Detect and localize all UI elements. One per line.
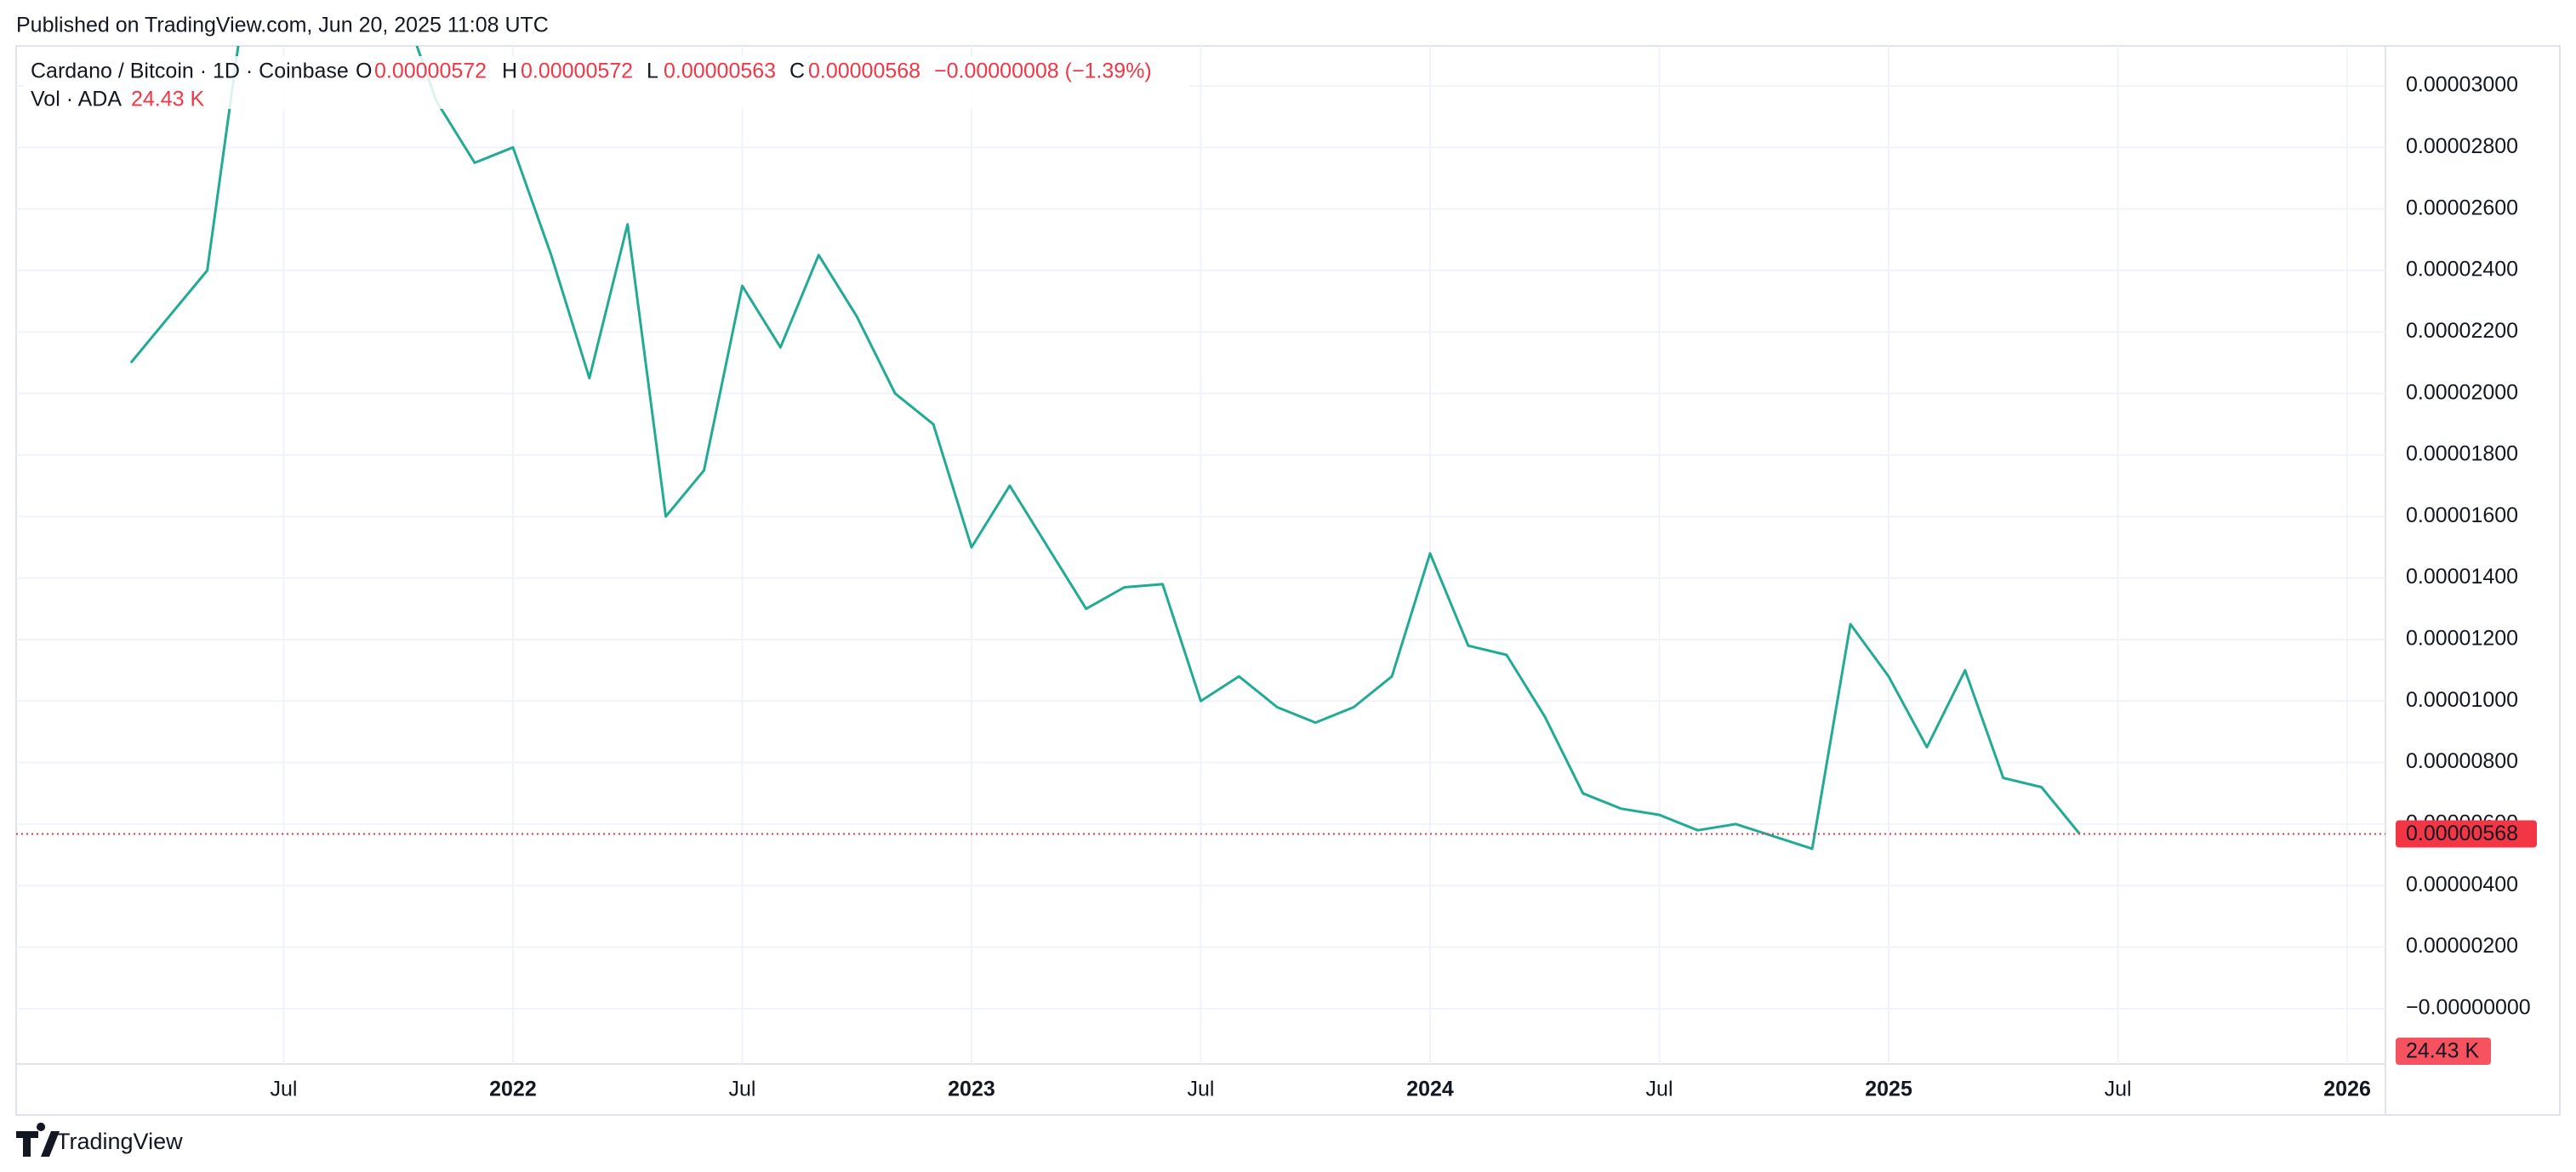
y-tick-label: 0.00002800: [2406, 134, 2518, 158]
logo: [16, 1123, 60, 1157]
y-tick-label: 0.00001800: [2406, 442, 2518, 466]
o-label: O: [356, 60, 372, 83]
published: Published on TradingView.com, Jun 20, 20…: [16, 14, 549, 37]
y-tick-label: 0.00002000: [2406, 380, 2518, 404]
grid: [16, 46, 2385, 1064]
h-label: H: [502, 60, 517, 83]
brand: TradingView: [56, 1129, 183, 1154]
y-tick-label: 0.00001000: [2406, 688, 2518, 712]
axis-labels: −0.000000000.000002000.000004000.0000060…: [270, 73, 2537, 1101]
last-price-box: [2396, 820, 2537, 848]
x-tick-label: Jul: [728, 1078, 755, 1101]
change: −0.00000008 (−1.39%): [934, 60, 1152, 83]
y-tick-label: 0.00003000: [2406, 73, 2518, 97]
o-value: 0.00000572: [374, 60, 487, 83]
y-tick-label: −0.00000000: [2406, 996, 2531, 1020]
plot: [16, 46, 2385, 851]
y-tick-label: 0.00002200: [2406, 319, 2518, 343]
x-tick-label: 2023: [948, 1078, 995, 1101]
y-tick-label: 0.00002600: [2406, 196, 2518, 219]
footer[interactable]: TradingView: [16, 1123, 183, 1157]
price-line: [129, 46, 2081, 851]
last-volume-label: 24.43 K: [2406, 1039, 2480, 1063]
x-tick-label: Jul: [1188, 1078, 1215, 1101]
y-tick-label: 0.00000400: [2406, 873, 2518, 896]
y-tick-label: 0.00001400: [2406, 565, 2518, 589]
y-tick-label: 0.00000200: [2406, 934, 2518, 958]
y-tick-label: 0.00001200: [2406, 627, 2518, 651]
x-tick-label: 2025: [1865, 1078, 1912, 1101]
last-volume-box: [2396, 1038, 2491, 1065]
legend: Cardano / Bitcoin · 1D · Coinbase O 0.00…: [24, 56, 1189, 111]
c-label: C: [789, 60, 805, 83]
pane-border: [15, 45, 2561, 1116]
l-value: 0.00000563: [664, 60, 776, 83]
last-price-label: 0.00000568: [2406, 822, 2518, 845]
h-value: 0.00000572: [521, 60, 633, 83]
x-tick-label: 2024: [1406, 1078, 1454, 1101]
x-tick-label: Jul: [1646, 1078, 1673, 1101]
vol-label: Vol · ADA: [31, 88, 122, 111]
x-tick-label: 2026: [2323, 1078, 2371, 1101]
y-tick-label: 0.00000800: [2406, 749, 2518, 773]
symbol: Cardano / Bitcoin · 1D · Coinbase: [31, 60, 349, 83]
x-tick-label: Jul: [270, 1078, 297, 1101]
y-tick-label: 0.00002400: [2406, 258, 2518, 282]
y-tick-label: 0.00001600: [2406, 504, 2518, 527]
vol-value: 24.43 K: [131, 88, 205, 111]
l-label: L: [647, 60, 658, 83]
x-tick-label: Jul: [2105, 1078, 2132, 1101]
x-tick-label: 2022: [489, 1078, 537, 1101]
c-value: 0.00000568: [808, 60, 920, 83]
legend-bg: [24, 56, 1189, 109]
